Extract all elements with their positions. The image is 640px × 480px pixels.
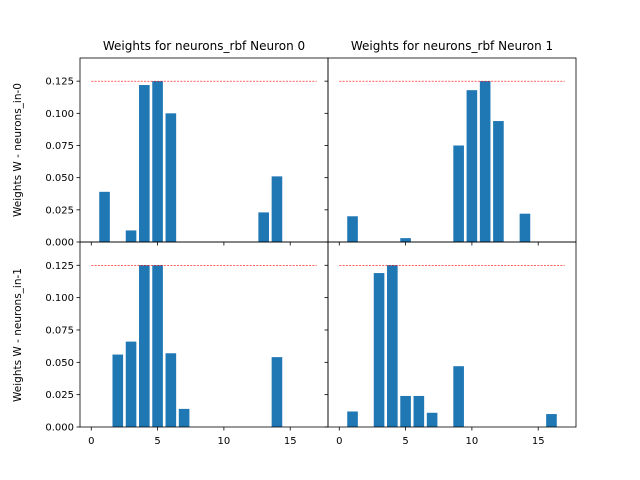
panel-2-ylabel: Weights W - neurons_in-1 [12, 268, 24, 402]
x-tick-label: 15 [532, 436, 545, 447]
panel-0-ylabel: Weights W - neurons_in-0 [12, 83, 24, 217]
bar [178, 408, 190, 427]
bar [347, 411, 358, 427]
y-tick-label: 0.125 [45, 261, 74, 272]
bar [400, 238, 411, 242]
bar [152, 265, 163, 427]
y-tick-label: 0.075 [45, 325, 74, 336]
y-tick-label: 0.050 [45, 358, 74, 369]
bar [453, 366, 464, 427]
bar [373, 273, 385, 427]
bar [347, 216, 358, 242]
panel-0: 0.000 0.025 0.050 0.075 0.100 0.125 [45, 57, 329, 249]
bar [125, 341, 137, 427]
bar [139, 85, 150, 243]
bar [112, 354, 124, 427]
bar [271, 176, 283, 242]
x-tick-label: 5 [402, 436, 408, 447]
bar [387, 265, 398, 427]
x-tick-label: 15 [284, 436, 297, 447]
bar [426, 412, 438, 427]
bar [258, 212, 269, 242]
bar [165, 113, 177, 242]
x-tick-label: 10 [218, 436, 231, 447]
axes-frame [327, 241, 577, 428]
bar [99, 191, 110, 242]
y-tick-label: 0.100 [45, 109, 74, 120]
y-tick-label: 0.125 [45, 77, 74, 88]
panel-1-title: Weights for neurons_rbf Neuron 1 [351, 39, 553, 53]
bar [413, 395, 425, 427]
y-tick-label: 0.075 [45, 141, 74, 152]
panel-3: 0 5 10 15 [324, 241, 577, 447]
bar [271, 357, 283, 427]
x-tick-label: 0 [336, 436, 342, 447]
y-tick-label: 0.000 [45, 238, 74, 249]
bar [546, 414, 557, 427]
x-tick-label: 5 [154, 436, 160, 447]
x-tick-label: 0 [88, 436, 94, 447]
bar [466, 90, 478, 242]
bar [165, 353, 177, 427]
bar [139, 265, 150, 427]
y-tick-label: 0.050 [45, 173, 74, 184]
bar [493, 121, 504, 242]
bar [125, 230, 137, 242]
bar [519, 213, 531, 242]
bar [400, 395, 411, 427]
bar [479, 81, 491, 242]
panel-2: 0.000 0.025 0.050 0.075 0.100 0.125 0 5 10 15 [45, 241, 329, 447]
y-tick-label: 0.000 [45, 423, 74, 434]
y-tick-label: 0.025 [45, 205, 74, 216]
y-tick-label: 0.100 [45, 293, 74, 304]
y-tick-label: 0.025 [45, 390, 74, 401]
bar [152, 81, 163, 242]
x-tick-label: 10 [466, 436, 479, 447]
bar [453, 145, 464, 242]
panel-0-title: Weights for neurons_rbf Neuron 0 [103, 39, 305, 53]
